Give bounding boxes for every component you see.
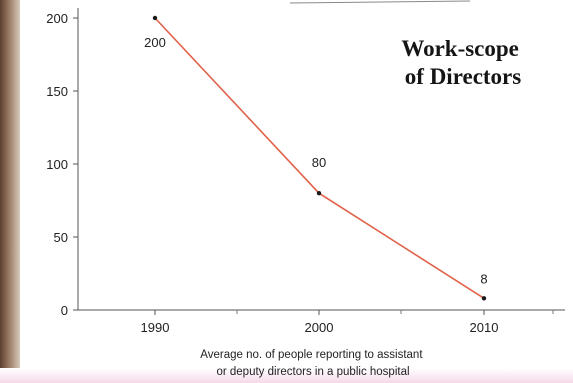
y-tick-label: 200 xyxy=(46,11,68,26)
data-label: 80 xyxy=(312,155,326,170)
data-label: 8 xyxy=(480,271,487,286)
data-labels: 200 80 8 xyxy=(144,35,487,286)
x-tick-label: 1990 xyxy=(141,320,170,335)
chart-title: Work-scope of Directors xyxy=(401,36,524,89)
x-axis-caption-line-2: or deputy directors in a public hospital xyxy=(216,366,409,378)
x-axis-caption-line-1: Average no. of people reporting to assis… xyxy=(200,349,423,361)
page-spine-shadow xyxy=(0,0,20,383)
x-tick-label: 2010 xyxy=(470,320,499,335)
data-point xyxy=(152,15,158,21)
data-label: 200 xyxy=(144,35,166,50)
chart-title-line-2: of Directors xyxy=(405,64,521,89)
y-tick-label: 150 xyxy=(46,84,68,99)
y-tick-label: 50 xyxy=(54,230,68,245)
chart-title-line-1: Work-scope xyxy=(401,36,519,61)
x-tick-label: 2000 xyxy=(305,320,334,335)
y-tick-label: 100 xyxy=(46,157,68,172)
x-axis-ticks: 1990 2000 2010 xyxy=(141,310,554,335)
page-bottom-edge xyxy=(0,368,573,383)
x-axis-caption: Average no. of people reporting to assis… xyxy=(200,349,425,378)
y-axis-ticks: 0 50 100 150 200 xyxy=(46,11,78,318)
data-point xyxy=(316,191,322,196)
y-tick-label: 0 xyxy=(61,303,68,318)
top-cut-rule xyxy=(289,0,471,4)
series-group xyxy=(152,15,487,301)
data-point xyxy=(481,296,487,301)
